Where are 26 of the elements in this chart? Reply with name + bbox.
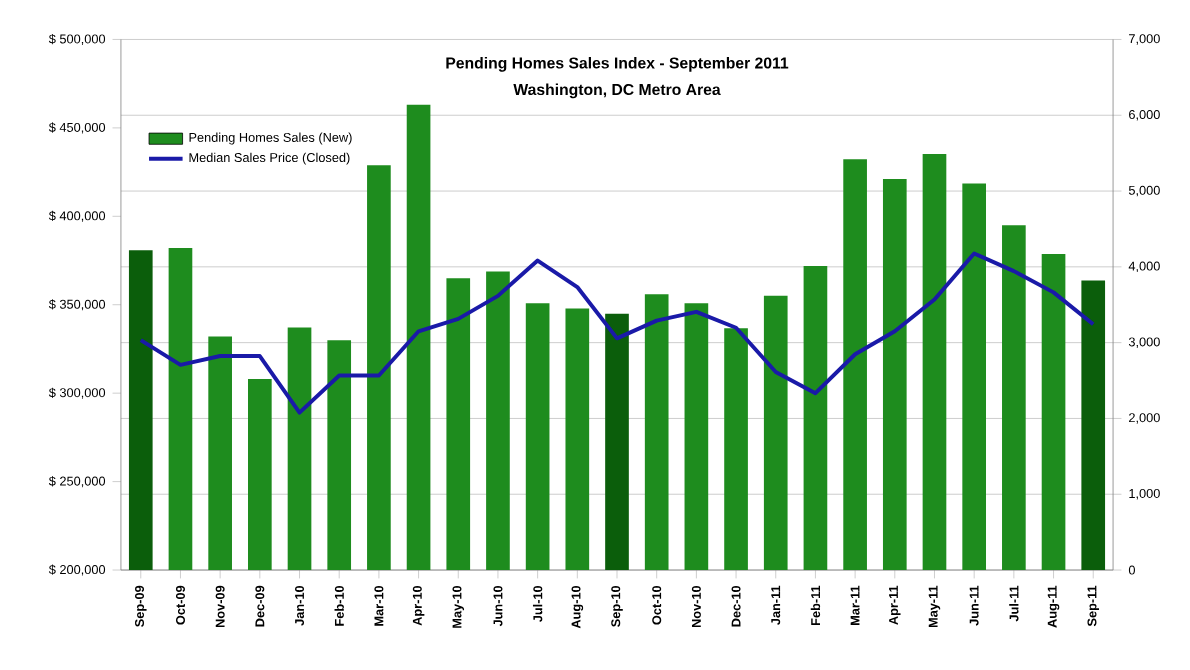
bar — [882, 178, 907, 570]
bar — [446, 277, 471, 570]
bar — [684, 302, 709, 570]
bar — [565, 308, 590, 570]
bar — [327, 340, 352, 570]
bar — [248, 378, 272, 570]
bar — [724, 327, 748, 570]
bar — [168, 247, 193, 570]
bar — [843, 158, 867, 570]
bar — [525, 302, 550, 570]
bar — [763, 295, 788, 570]
bar — [367, 164, 391, 570]
bar — [128, 249, 153, 570]
bar — [803, 265, 828, 570]
bar — [1002, 224, 1026, 570]
bar — [208, 336, 232, 570]
bar — [486, 271, 510, 570]
bar — [1081, 280, 1106, 570]
line-series — [138, 251, 1096, 415]
bar — [644, 293, 669, 570]
bar — [406, 104, 431, 570]
bar — [605, 313, 629, 570]
bar — [287, 327, 312, 570]
bar — [962, 183, 987, 570]
bar — [1041, 253, 1066, 570]
bar — [922, 153, 947, 570]
